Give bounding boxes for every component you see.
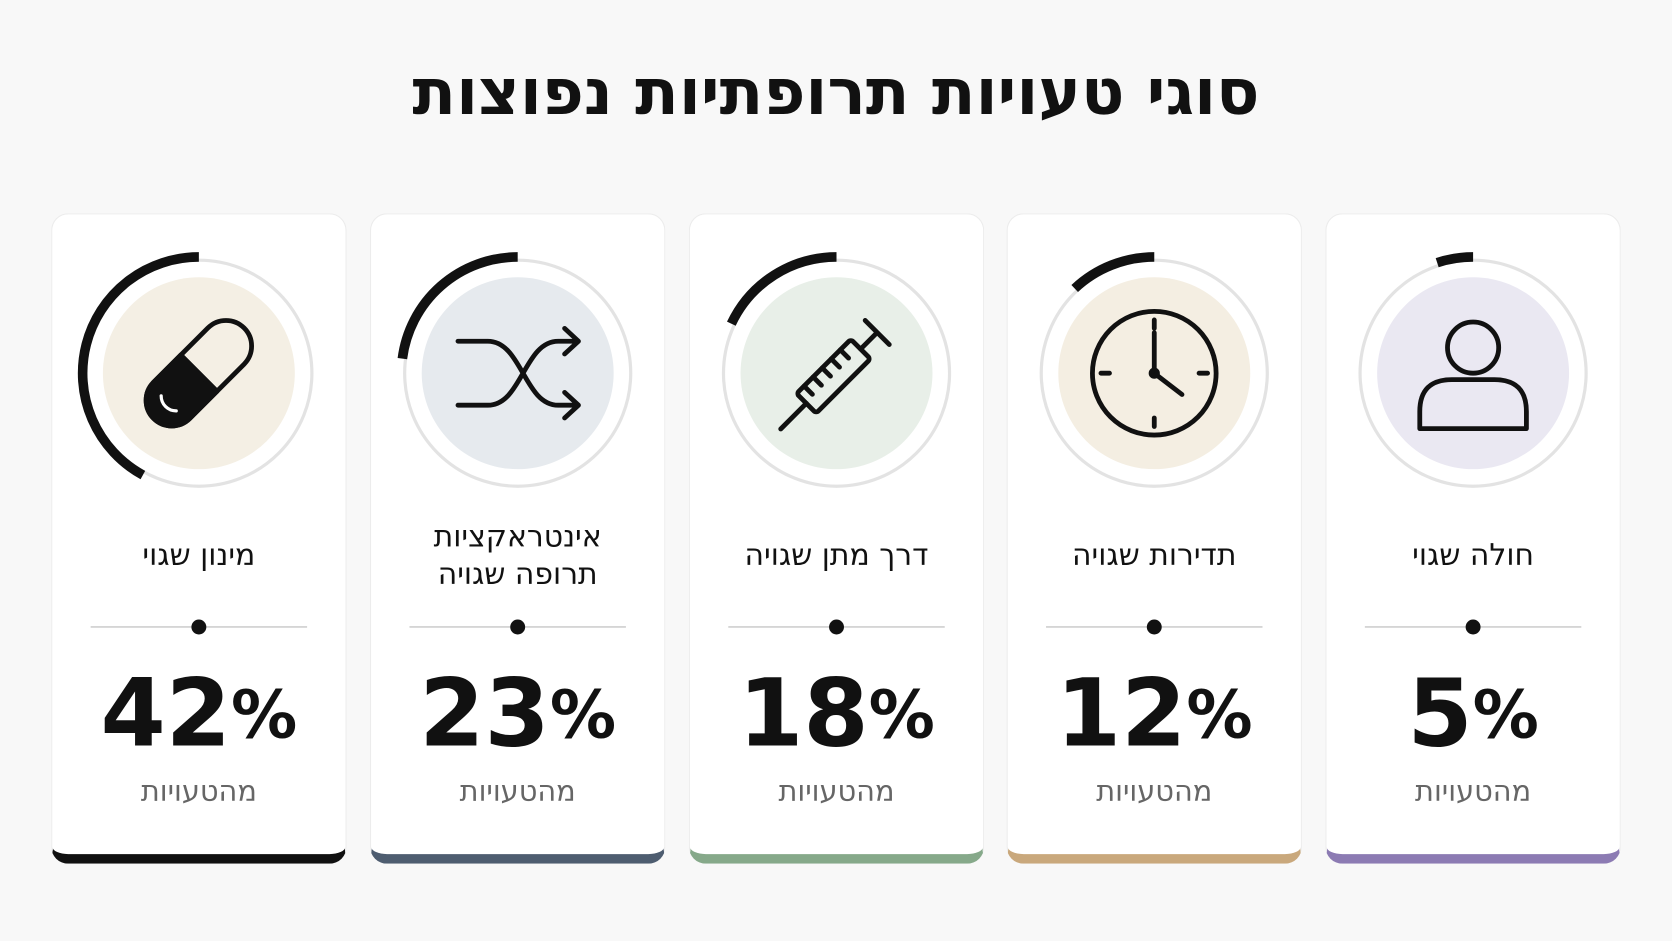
divider-dot [509,619,525,635]
percentage-unit: % [868,677,934,754]
icon [777,318,892,432]
caption: מהטעויות [141,773,257,807]
card-label: דרך מתן שגויה [744,538,928,573]
card: מינון שגוי 42% מהטעויות [51,213,347,864]
card-graphic: תדירות שגויה 12% מהטעויות [1039,252,1270,807]
progress-arc [397,252,518,360]
caption: מהטעויות [459,773,575,807]
title: סוגי טעויות תרופתיות נפוצות [412,55,1260,131]
progress-arc [1435,252,1474,268]
icon-disk [421,277,614,470]
percentage-value: 23 [419,660,550,769]
card-label: חולה שגוי [1412,538,1534,573]
caption: מהטעויות [1415,773,1531,807]
icon [1417,319,1529,432]
percentage: 18% [738,660,935,769]
divider-dot [1465,619,1481,635]
divider-dot [1147,619,1163,635]
percentage-unit: % [550,677,616,754]
progress-arc [726,252,837,326]
icon-disk [740,277,932,470]
percentage: 12% [1056,660,1253,769]
card: חולה שגוי 5% מהטעויות [1325,213,1621,864]
percentage-value: 5 [1407,660,1472,769]
icon [455,326,581,421]
caption: מהטעויות [1096,773,1212,807]
card: תדירות שגויה 12% מהטעויות [1006,213,1303,864]
percentage-unit: % [231,677,297,754]
percentage: 5% [1407,660,1539,769]
percentage-value: 18 [738,660,869,769]
percentage-unit: % [1473,677,1539,754]
divider-dot [191,619,207,635]
card-label: תרופה שגויה [437,557,597,592]
percentage-value: 42 [100,660,231,769]
card: אינטראקציות תרופה שגויה 23% מהטעויות [369,213,666,864]
percentage: 23% [419,660,616,769]
progress-arc [1071,252,1155,293]
card-label: אינטראקציות [433,519,601,554]
percentage-value: 12 [1056,660,1187,769]
percentage-unit: % [1187,677,1253,754]
caption: מהטעויות [778,773,894,807]
progress-arc [77,252,199,480]
divider-dot [828,619,844,635]
card-graphic: דרך מתן שגויה 18% מהטעויות [721,252,951,807]
icon [143,318,254,429]
card-graphic: חולה שגוי 5% מהטעויות [1358,252,1588,807]
card: דרך מתן שגויה 18% מהטעויות [688,213,984,864]
percentage: 42% [100,660,297,769]
card-label: מינון שגוי [142,538,255,573]
icon [1090,308,1219,438]
card-label: תדירות שגויה [1072,538,1236,573]
card-graphic: מינון שגוי 42% מהטעויות [77,252,314,807]
